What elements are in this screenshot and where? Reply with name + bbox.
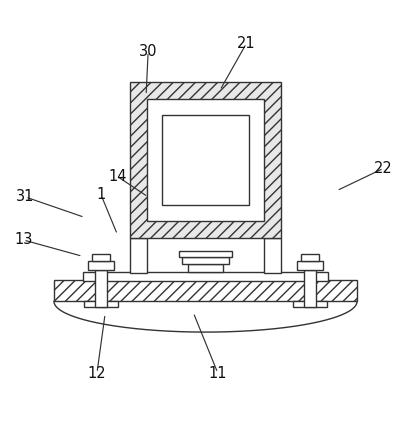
Text: 12: 12 [88,365,106,381]
Bar [301,254,319,261]
Bar [264,238,281,273]
Bar [95,270,107,307]
Bar [304,270,316,307]
Bar [130,238,147,273]
Bar [162,115,249,205]
Bar [179,251,232,257]
Text: 1: 1 [97,187,106,202]
Bar [92,254,110,261]
Text: 21: 21 [237,36,256,51]
Text: 13: 13 [14,233,32,248]
Text: 11: 11 [208,365,227,381]
Text: 14: 14 [108,169,127,184]
Bar [188,264,223,272]
Text: 30: 30 [139,44,157,59]
Bar [130,82,281,238]
Bar [54,280,357,301]
Bar [293,301,327,307]
Bar [88,261,114,270]
Bar [147,99,264,221]
Bar [84,301,118,307]
Bar [182,257,229,264]
Bar [83,272,328,281]
Text: 31: 31 [16,190,35,204]
Bar [297,261,323,270]
Text: 22: 22 [374,161,393,176]
